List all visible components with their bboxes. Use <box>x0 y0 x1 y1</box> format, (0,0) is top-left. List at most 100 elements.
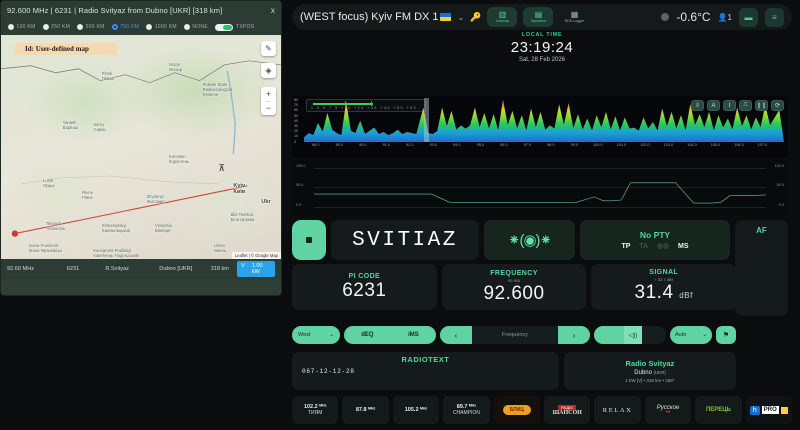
spectrum-pause-icon[interactable]: ❙❙ <box>755 100 768 111</box>
radio-dot-icon <box>146 24 153 30</box>
frequency-input[interactable]: Frequency <box>502 332 528 338</box>
rds-logger-button-label: RDS Logger <box>564 18 585 23</box>
map-place-label: Rivne Рівне <box>82 189 93 200</box>
signal-label: SIGNAL <box>649 268 679 276</box>
rds-logger-icon: ▦ <box>570 9 579 19</box>
station-logo-0[interactable]: 102.2 ᴹᴴᶻ ТИЯМ <box>292 396 339 424</box>
spectrum-y-tick: 60 <box>294 108 298 113</box>
key-icon[interactable]: 🔑 <box>470 11 482 22</box>
spectrum-refresh-icon[interactable]: ⟳ <box>771 100 784 111</box>
livemap-panel: 92.600 MHz | 6231 | Radio Svityaz from D… <box>0 0 282 296</box>
local-time-value: 23:19:24 <box>510 39 574 56</box>
deq-button[interactable]: dEQ <box>361 332 374 338</box>
radio-dot-icon <box>42 24 49 30</box>
radius-option-label: 100 KM <box>16 24 36 30</box>
ps-name-display: SVITIAZ <box>331 220 479 260</box>
radius-option-5[interactable]: NONE <box>183 24 208 30</box>
livemap-header: 92.600 MHz | 6231 | Radio Svityaz from D… <box>1 1 281 19</box>
station-logo-3[interactable]: 89.7 ᴹᴴᶻ CHAMPION <box>443 396 490 424</box>
chat-button[interactable]: ▬ <box>739 7 758 27</box>
pty-panel: No PTY TP TA ◍◍ MS <box>580 220 730 260</box>
radius-option-label: NONE <box>192 24 208 30</box>
logo-text: RELAX <box>602 406 633 414</box>
station-logo-7[interactable]: Русское •• <box>644 396 692 424</box>
spectrum-letter-a-icon[interactable]: A <box>707 100 720 111</box>
spectrum-download-icon[interactable]: ⇩ <box>691 100 704 111</box>
audio-toggle-group[interactable]: dEQ iMS <box>344 326 436 344</box>
map-place-label: Khmelnytskyi Хмельницький <box>101 223 131 234</box>
radio-dot-icon <box>183 24 190 30</box>
spectrum-y-tick: 50 <box>294 113 298 118</box>
signal-meter-bar <box>313 103 373 105</box>
site-title: (WEST focus) Kyiv FM DX 1 <box>300 11 452 23</box>
radius-option-0[interactable]: 100 KM <box>8 24 36 30</box>
station-logo-5[interactable]: РАДІО ШАНСОН <box>544 396 591 424</box>
map-place-label: Kamianets-Podilskyi Кам'янець-Подільський <box>93 247 139 258</box>
livemap-button[interactable]: ▥ Livemap <box>487 7 518 27</box>
menu-button[interactable]: ≡ <box>765 7 784 27</box>
map-place-label: Ukr <box>261 198 271 205</box>
station-logo-1[interactable]: 87.8 ᴹᴴᶻ <box>342 396 389 424</box>
stereo-indicator[interactable]: ⁕(◉)⁕ <box>484 220 575 260</box>
spectrum-trace <box>304 100 784 142</box>
volume-slider[interactable]: ◁)) <box>594 326 666 344</box>
radio-dot-icon <box>77 24 84 30</box>
livemap-canvas[interactable]: Id: User-defined map ✎ ◈ + − ⊼ Leaflet |… <box>1 35 281 259</box>
receiver-marker-icon: ⊼ <box>218 163 225 173</box>
readout-row: PI CODE 6231 FREQUENCY 92.900 92.600 SIG… <box>292 264 737 310</box>
map-place-label: Ivano-Frankivsk Івано-Франківськ <box>29 243 62 254</box>
spectrum-x-tick: 105.0 <box>710 143 721 147</box>
rds-logger-button[interactable]: ▦ RDS Logger <box>559 7 589 27</box>
livemap-close-icon[interactable]: x <box>270 5 275 15</box>
signal-peak: ↑ 32.7 dBf <box>654 276 673 282</box>
bookmark-flag-button[interactable]: ⚑ <box>716 326 736 344</box>
station-details: 1 kW [V] • 318 km • 268° <box>625 378 675 383</box>
volume-icon[interactable]: ◁)) <box>624 326 642 344</box>
frequency-value: 92.600 <box>483 283 545 304</box>
spectrum-button[interactable]: ▤ Spectrum <box>523 7 554 27</box>
tuner-group[interactable]: ‹ Frequency › <box>440 326 590 344</box>
txpos-toggle[interactable]: TXPOS <box>214 23 254 31</box>
footer-polarization: V <box>240 263 245 269</box>
frequency-card: FREQUENCY 92.900 92.600 <box>441 264 587 310</box>
radius-option-1[interactable]: 250 KM <box>42 24 71 30</box>
ims-button[interactable]: iMS <box>408 332 419 338</box>
auto-select[interactable]: Auto ⌄ <box>670 326 712 344</box>
footer-power-badge: V 1.00 kW <box>236 261 275 277</box>
spectrum-chart[interactable]: 80 70 60 50 40 30 20 10 0 1 3 5 7 9 +10 +20 +30 … <box>292 96 788 158</box>
map-measure-icon[interactable]: ✎ <box>261 41 276 56</box>
signal-meter-mini: 1 3 5 7 9 +10 +20 +30 +40 +50 +60 <box>306 99 426 112</box>
spectrum-chart-icon[interactable]: ⎍ <box>739 100 752 111</box>
server-select[interactable]: West ⌄ <box>292 326 340 344</box>
spectrum-toolbar: ⇩ A I ⎍ ❙❙ ⟳ <box>691 100 784 111</box>
station-logo-9[interactable]: h PRO <box>745 396 793 424</box>
spectrum-x-tick: 95.0 <box>476 143 485 147</box>
pi-code-value: 6231 <box>342 280 387 301</box>
chevron-down-icon[interactable]: ⌄ <box>457 12 465 22</box>
tune-down-button[interactable]: ‹ <box>440 326 472 344</box>
spectrum-cursor-icon[interactable]: I <box>723 100 736 111</box>
spectrum-x-axis: 88.0 89.0 90.0 91.0 92.0 93.0 94.0 95.0 96.0 97.0… <box>304 143 786 151</box>
ua-flag-icon <box>780 406 788 414</box>
station-logo-2[interactable]: 105.2 ᴹᴴᶻ <box>392 396 440 424</box>
spectrum-x-tick: 100.0 <box>593 143 603 147</box>
map-zoom-out-button[interactable]: − <box>265 102 272 113</box>
signal-card: SIGNAL ↑ 32.7 dBf 31.4 dBf <box>591 264 737 310</box>
livemap-icon: ▥ <box>498 9 507 19</box>
map-zoom-controls[interactable]: + − <box>261 87 276 115</box>
radius-option-3[interactable]: 750 KM <box>111 24 140 30</box>
af-panel: AF <box>735 220 788 316</box>
footer-station: R.Svityaz <box>105 266 129 272</box>
station-logo-4[interactable]: БЛИЦ <box>493 396 541 424</box>
spectrum-x-tick: 96.0 <box>500 143 508 147</box>
map-place-label: Vinnytsia Вінниця <box>155 223 172 234</box>
radius-option-4[interactable]: 1000 KM <box>146 24 177 30</box>
map-zoom-in-button[interactable]: + <box>265 88 272 102</box>
radius-option-2[interactable]: 500 KM <box>77 24 105 30</box>
station-logo-8[interactable]: ПЕРЕЦЬ <box>695 396 742 424</box>
tune-up-button[interactable]: › <box>558 326 590 344</box>
record-button[interactable] <box>292 220 326 260</box>
station-logo-6[interactable]: RELAX <box>594 396 641 424</box>
map-layers-icon[interactable]: ◈ <box>261 63 276 78</box>
